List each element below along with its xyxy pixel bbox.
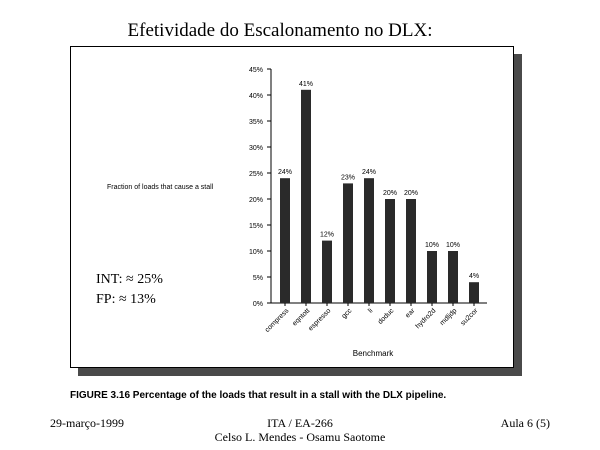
x-tick-label: mdljdp bbox=[439, 307, 459, 327]
y-tick-label: 10% bbox=[249, 249, 263, 256]
x-tick-label: espresso bbox=[307, 307, 332, 332]
y-tick-label: 5% bbox=[253, 275, 263, 282]
x-tick-label: gcc bbox=[341, 307, 354, 320]
x-tick-label: li bbox=[367, 307, 374, 314]
x-tick-label: su2cor bbox=[460, 307, 480, 327]
y-tick-label: 20% bbox=[249, 197, 263, 204]
bar-value-label: 20% bbox=[404, 190, 418, 197]
y-tick-label: 0% bbox=[253, 301, 263, 308]
bar bbox=[427, 251, 437, 303]
bar-value-label: 23% bbox=[341, 174, 355, 181]
footer-date: 29-março-1999 bbox=[50, 416, 124, 430]
slide-title: Efetividade do Escalonamento no DLX: bbox=[127, 20, 433, 41]
bar-value-label: 24% bbox=[362, 169, 376, 176]
bar bbox=[343, 183, 353, 303]
footer-page-number: Aula 6 (5) bbox=[500, 416, 550, 430]
figure-caption: FIGURE 3.16 Percentage of the loads that… bbox=[70, 390, 447, 401]
bar-value-label: 10% bbox=[425, 242, 439, 249]
fp-callout: FP: ≈ 13% bbox=[96, 292, 156, 307]
bar-value-label: 24% bbox=[278, 169, 292, 176]
bar bbox=[280, 178, 290, 303]
x-axis-label: Benchmark bbox=[353, 349, 394, 358]
figure-frame: 0% 5% 10% 15% 20% 25% 30% 35% 40% 45% Fraction of … bbox=[70, 46, 514, 368]
y-tick-label: 45% bbox=[249, 67, 263, 74]
bar-value-label: 4% bbox=[469, 273, 479, 280]
y-tick-label: 30% bbox=[249, 145, 263, 152]
footer-authors: Celso L. Mendes - Osamu Saotome bbox=[214, 430, 386, 444]
x-tick-label: ear bbox=[404, 307, 417, 320]
y-tick-label: 40% bbox=[249, 93, 263, 100]
x-tick-label: doduc bbox=[377, 307, 396, 326]
bar-chart: 0% 5% 10% 15% 20% 25% 30% 35% 40% 45% Fraction of … bbox=[107, 67, 487, 358]
x-tick-label: eqntott bbox=[291, 307, 311, 327]
bar bbox=[448, 251, 458, 303]
int-callout: INT: ≈ 25% bbox=[96, 272, 163, 287]
bar bbox=[406, 199, 416, 303]
x-tick-label: compress bbox=[264, 307, 291, 334]
y-tick-label: 35% bbox=[249, 119, 263, 126]
bar bbox=[385, 199, 395, 303]
bar bbox=[364, 178, 374, 303]
y-tick-label: 25% bbox=[249, 171, 263, 178]
x-tick-label: hydro2d bbox=[415, 307, 438, 330]
bar-value-label: 12% bbox=[320, 232, 334, 239]
y-axis-label: Fraction of loads that cause a stall bbox=[107, 184, 214, 191]
bar-value-label: 20% bbox=[383, 190, 397, 197]
bar bbox=[301, 89, 311, 303]
bar bbox=[322, 240, 332, 303]
bar-value-label: 41% bbox=[299, 81, 313, 88]
bar-value-label: 10% bbox=[446, 242, 460, 249]
y-tick-label: 15% bbox=[249, 223, 263, 230]
bar bbox=[469, 282, 479, 303]
footer-course: ITA / EA-266 bbox=[267, 416, 333, 430]
